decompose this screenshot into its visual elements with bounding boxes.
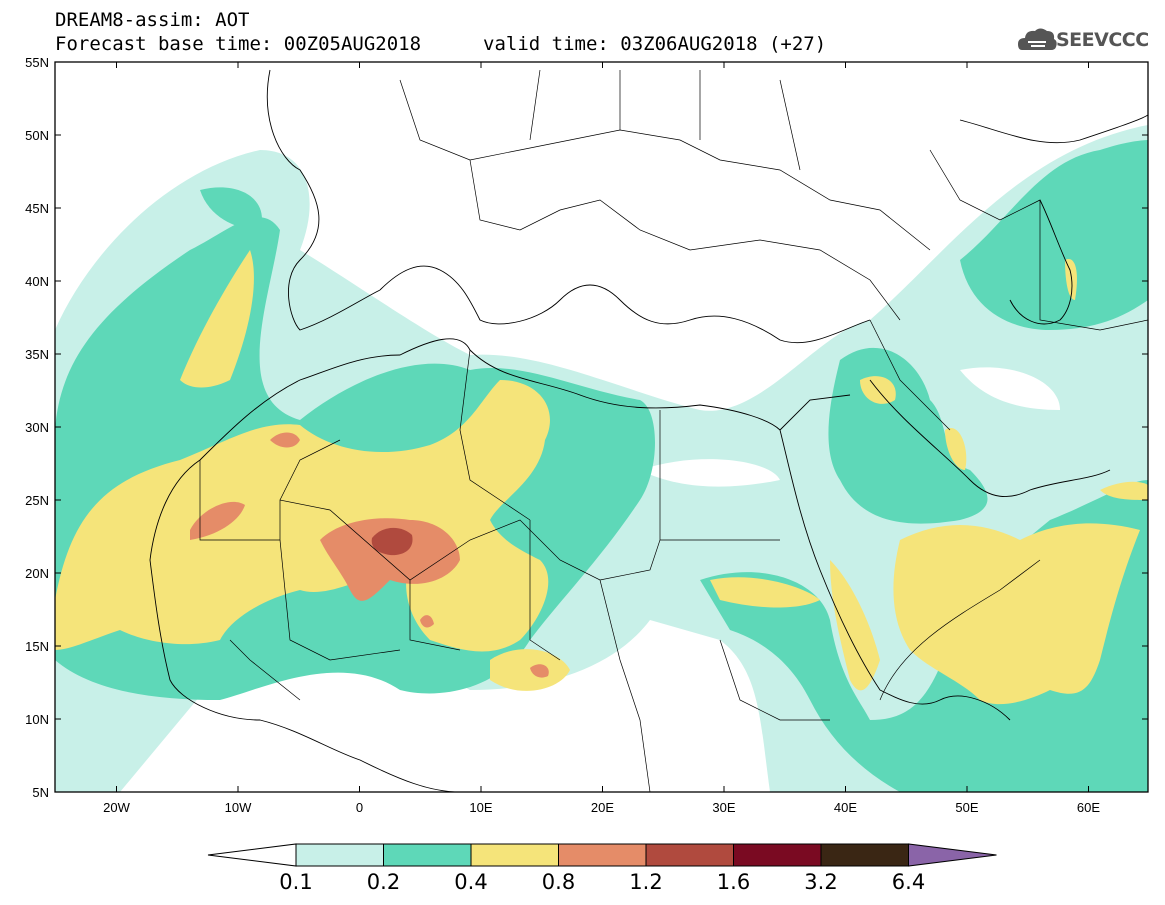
lat-label: 45N [25,201,49,216]
colorbar-label: 3.2 [804,870,838,894]
colorbar-swatch [383,843,472,867]
lat-label: 50N [25,128,49,143]
lon-label: 50E [955,800,978,815]
lon-axis: 20W 10W 0 10E 20E 30E 40E 50E 60E [103,62,1100,815]
aot-fields [55,125,1148,792]
lon-label: 10E [469,800,492,815]
lat-label: 20N [25,566,49,581]
colorbar-swatch [470,843,559,867]
lon-label: 0 [356,800,363,815]
coastlines [149,69,1148,792]
lat-label: 40N [25,274,49,289]
colorbar-label: 0.1 [279,870,313,894]
colorbar-label: 0.8 [541,870,576,894]
aot-level-5 [371,527,413,556]
lon-label: 40E [834,800,857,815]
colorbar-max-arrow [908,843,997,867]
lat-label: 10N [25,712,49,727]
lon-label: 60E [1077,800,1100,815]
valid-time: valid time: 03Z06AUG2018 (+27) [483,33,827,55]
lat-label: 30N [25,420,49,435]
lat-label: 35N [25,347,49,362]
colorbar-label: 0.4 [454,870,488,894]
aot-level-3 [55,250,1148,705]
logo-text: SEEVCCC [1056,29,1149,51]
cloud-icon [1018,28,1057,50]
colorbar-swatch [645,843,734,867]
lat-axis: 55N 50N 45N 40N 35N 30N 25N 20N 15N 10N 5N [25,55,1148,800]
lat-label: 25N [25,493,49,508]
lon-label: 30E [712,800,735,815]
lat-label: 55N [25,55,49,70]
colorbar-label: 6.4 [891,870,926,894]
colorbar-label: 1.6 [716,870,751,894]
map-title: DREAM8-assim: AOT [55,9,250,31]
lon-label: 20W [103,800,130,815]
colorbar-min-arrow [207,843,297,867]
colorbar-swatch [820,843,909,867]
colorbar-label: 0.2 [366,870,401,894]
colorbar [207,843,997,867]
lon-label: 20E [591,800,614,815]
colorbar-label: 1.2 [629,870,663,894]
country-borders [199,69,1148,792]
colorbar-swatch [295,843,384,867]
colorbar-swatch [733,843,822,867]
lat-label: 15N [25,639,49,654]
lat-label: 5N [32,785,49,800]
lon-label: 10W [225,800,252,815]
forecast-base-time: Forecast base time: 00Z05AUG2018 [55,33,422,55]
colorbar-swatch [558,843,647,867]
aot-level-4 [190,432,549,678]
